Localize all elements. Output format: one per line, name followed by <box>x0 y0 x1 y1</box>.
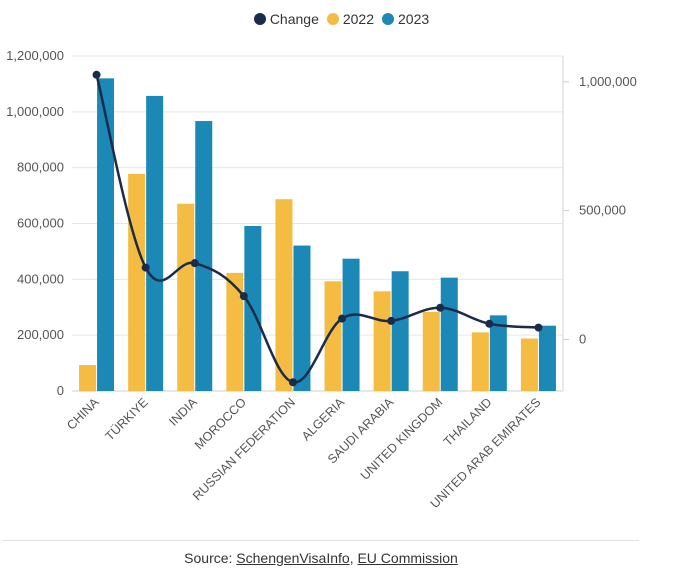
y-left-tick-label: 800,000 <box>17 160 64 175</box>
source-separator: , <box>349 550 358 566</box>
bar-2023-thailand <box>489 315 507 391</box>
source-line: Source: SchengenVisaInfo, EU Commission <box>0 550 642 566</box>
bar-2022-thailand <box>471 332 489 391</box>
y-right-tick-label: 0 <box>579 331 586 346</box>
change-point-united-arab-emirates <box>534 323 543 332</box>
bar-2023-india <box>195 121 213 391</box>
legend-item-2023[interactable]: 2023 <box>382 11 429 27</box>
change-point-united-kingdom <box>436 303 445 312</box>
bar-2022-united-kingdom <box>422 311 440 391</box>
bar-2022-india <box>177 203 195 391</box>
y-right-tick-label: 500,000 <box>579 203 626 218</box>
bar-2023-turkiye <box>146 95 164 391</box>
y-right-tick-label: 1,000,000 <box>579 74 637 89</box>
bar-2023-united-arab-emirates <box>538 325 556 391</box>
bar-2023-russian-federation <box>293 245 311 391</box>
y-left-tick-label: 600,000 <box>17 216 64 231</box>
bar-2023-algeria <box>342 258 360 391</box>
bar-2022-turkiye <box>128 173 146 391</box>
bar-2022-saudi-arabia <box>373 291 391 391</box>
bar-2022-united-arab-emirates <box>520 338 538 391</box>
bar-2023-saudi-arabia <box>391 271 409 391</box>
bar-2022-china <box>79 365 97 391</box>
source-link-schengenvisainfo[interactable]: SchengenVisaInfo <box>236 550 350 566</box>
x-tick-label: TÜRKIYE <box>103 395 151 443</box>
change-point-thailand <box>485 319 494 328</box>
change-point-turkiye <box>141 263 150 272</box>
x-tick-label: UNITED KINGDOM <box>358 395 445 482</box>
legend-label: Change <box>269 11 319 27</box>
y-left-tick-label: 1,000,000 <box>6 104 64 119</box>
footer-divider <box>2 540 639 541</box>
bar-2023-china <box>97 78 115 391</box>
legend-swatch <box>382 13 395 25</box>
bar-2022-morocco <box>226 272 244 391</box>
x-tick-label: ALGERIA <box>299 395 348 444</box>
change-point-russian-federation <box>288 378 297 387</box>
change-point-saudi-arabia <box>387 316 396 325</box>
change-point-china <box>92 70 101 79</box>
y-left-tick-label: 0 <box>57 383 64 398</box>
legend-item-2022[interactable]: 2022 <box>326 11 375 27</box>
legend-label: 2023 <box>398 11 430 27</box>
chart-legend: Change 2022 2023 <box>0 11 683 27</box>
change-point-morocco <box>239 292 248 301</box>
bar-2023-united-kingdom <box>440 277 458 391</box>
bar-2022-russian-federation <box>275 199 293 391</box>
source-link-eu-commission[interactable]: EU Commission <box>357 550 458 566</box>
legend-swatch <box>326 13 339 25</box>
y-left-tick-label: 1,200,000 <box>6 48 64 63</box>
y-left-tick-label: 200,000 <box>17 327 64 342</box>
change-point-india <box>190 259 199 268</box>
x-tick-label: RUSSIAN FEDERATION <box>190 395 298 503</box>
legend-label: 2022 <box>342 11 375 27</box>
change-point-algeria <box>338 314 347 323</box>
legend-swatch <box>253 13 266 25</box>
bar-2022-algeria <box>324 281 342 391</box>
source-prefix: Source: <box>184 550 237 566</box>
y-left-tick-label: 400,000 <box>17 271 64 286</box>
legend-item-change[interactable]: Change <box>253 11 319 27</box>
x-tick-label: CHINA <box>64 395 102 433</box>
x-tick-label: THAILAND <box>441 395 495 449</box>
x-tick-label: INDIA <box>166 395 200 429</box>
